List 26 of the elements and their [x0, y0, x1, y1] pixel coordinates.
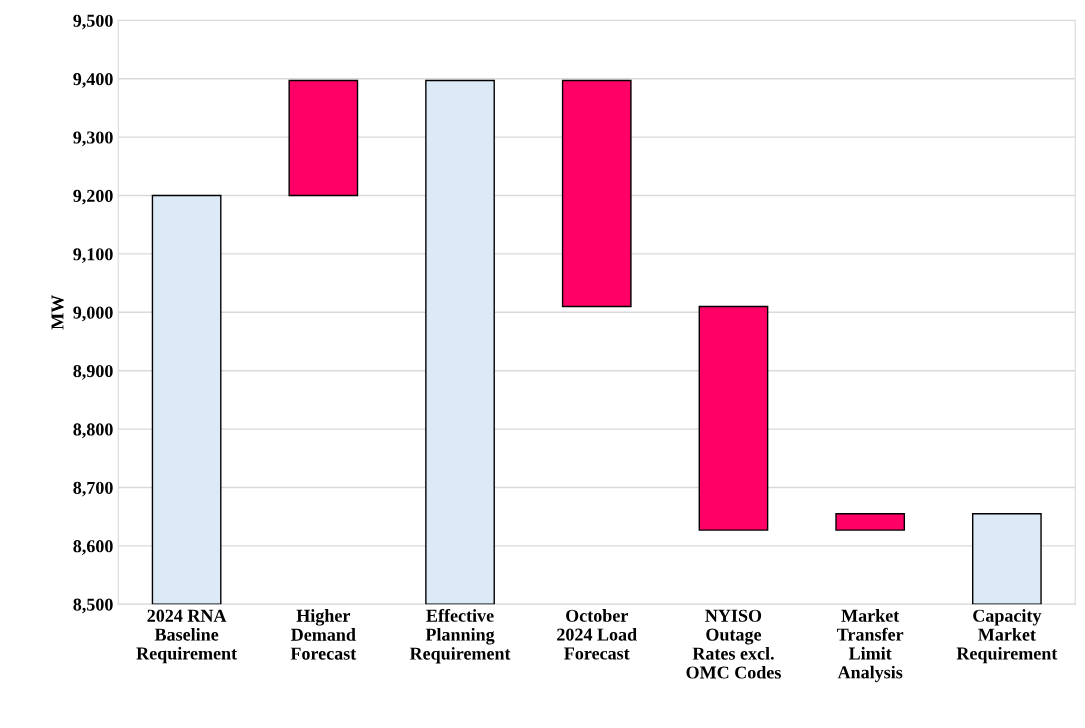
bar: [425, 79, 495, 605]
bar: [151, 194, 222, 605]
x-tick-label: 2024 RNA Baseline Requirement: [136, 609, 238, 664]
y-tick-label: 8,500: [73, 598, 113, 614]
bar: [561, 79, 632, 308]
x-tick-label: Effective Planning Requirement: [409, 608, 511, 664]
y-tick-label: 9,000: [73, 306, 113, 322]
y-tick-label: 9,400: [73, 73, 113, 88]
y-tick-label: 8,800: [73, 423, 113, 439]
bar: [288, 79, 359, 197]
y-tick-label: 9,500: [73, 14, 113, 30]
y-tick-label: 9,300: [73, 131, 113, 147]
bar: [835, 513, 906, 531]
x-tick-label: Market Transfer Limit Analysis: [837, 609, 904, 683]
bar: [972, 513, 1042, 605]
y-tick-label: 9,200: [73, 189, 113, 205]
y-tick-label: 8,900: [73, 364, 113, 380]
y-tick-label: 9,100: [73, 248, 113, 263]
x-tick-label: October 2024 Load Forecast: [557, 609, 637, 660]
y-tick-label: 8,600: [73, 540, 113, 555]
x-tick-label: NYISO Outage Rates excl. OMC Codes: [686, 609, 781, 679]
y-tick-label: 8,700: [73, 481, 113, 497]
bar: [698, 305, 769, 531]
x-tick-label: Higher Demand Forecast: [290, 609, 357, 660]
y-axis-title: MW: [51, 295, 64, 330]
x-tick-label: Capacity Market Requirement: [956, 609, 1058, 664]
